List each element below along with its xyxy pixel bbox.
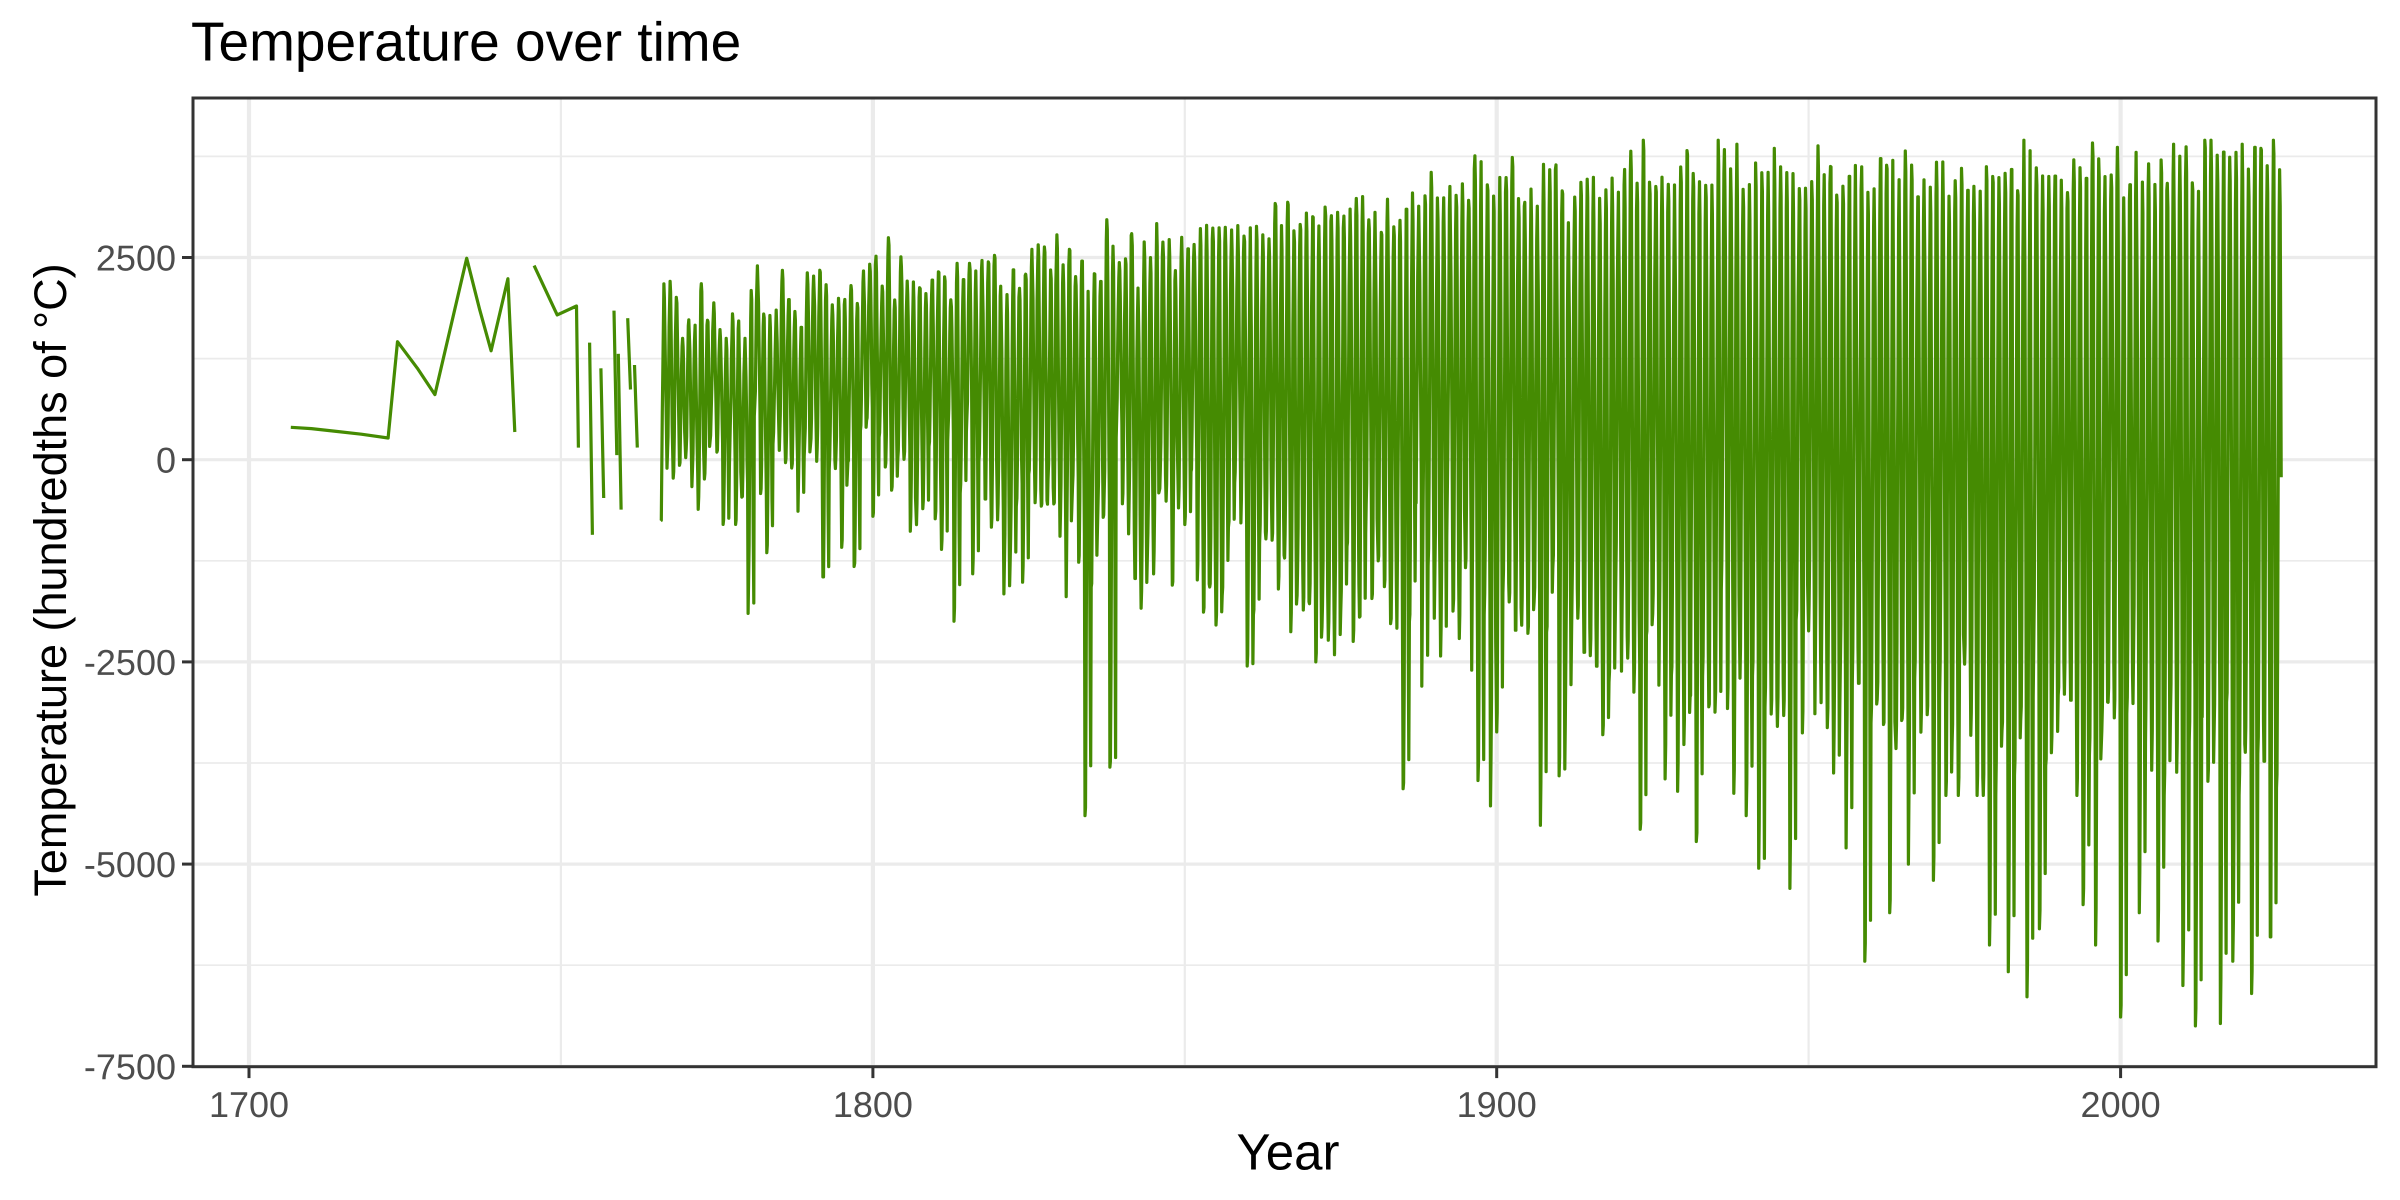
svg-text:Temperature (hundredths of °C): Temperature (hundredths of °C) — [25, 263, 76, 896]
svg-text:-5000: -5000 — [84, 844, 176, 885]
svg-text:0: 0 — [156, 440, 176, 481]
svg-text:Year: Year — [1236, 1123, 1339, 1180]
svg-text:1700: 1700 — [209, 1084, 289, 1125]
svg-text:-7500: -7500 — [84, 1046, 176, 1087]
svg-text:2000: 2000 — [2081, 1084, 2161, 1125]
svg-text:1800: 1800 — [833, 1084, 913, 1125]
svg-text:1900: 1900 — [1457, 1084, 1537, 1125]
svg-text:Temperature over time: Temperature over time — [191, 11, 741, 73]
svg-text:2500: 2500 — [96, 237, 176, 278]
svg-text:-2500: -2500 — [84, 642, 176, 683]
